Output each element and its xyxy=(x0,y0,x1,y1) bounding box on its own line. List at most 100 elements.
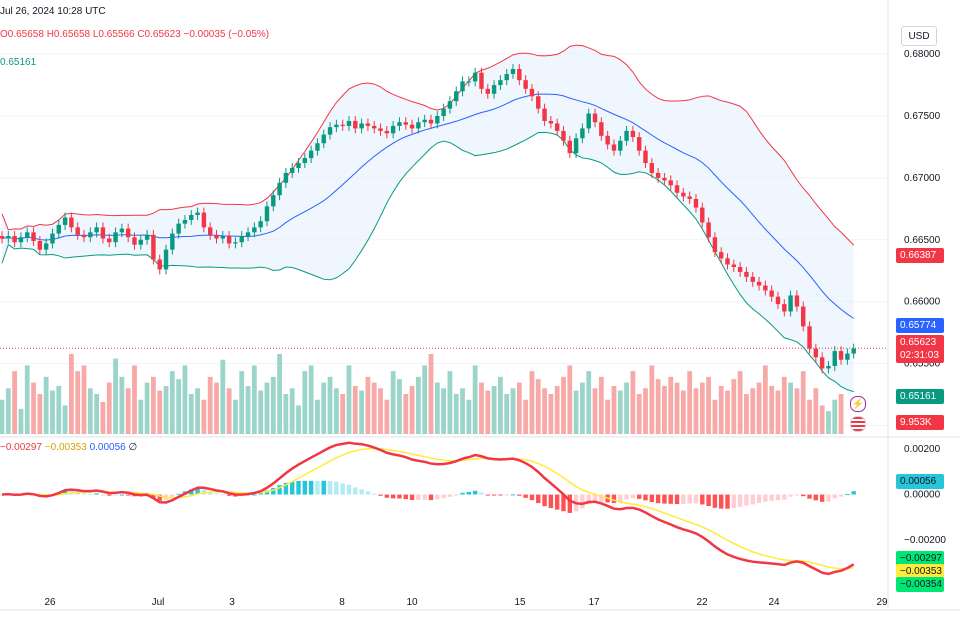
candle-body xyxy=(327,127,333,135)
volume-bar xyxy=(788,382,794,434)
volume-bar xyxy=(87,388,93,434)
volume-bars xyxy=(0,354,844,434)
candle-body xyxy=(315,143,320,151)
macd-hist-bar xyxy=(807,494,812,499)
date-tick-label: Jul xyxy=(152,597,165,608)
candle-body xyxy=(308,150,314,159)
macd-hist-bar xyxy=(510,494,516,496)
candle-body xyxy=(756,281,762,286)
macd-hist-bar xyxy=(195,488,200,495)
candle-body xyxy=(782,304,787,312)
candle-body xyxy=(662,177,667,181)
volume-bar xyxy=(479,382,484,434)
volume-bar xyxy=(239,371,245,434)
volume-bar xyxy=(611,386,617,434)
candle-body xyxy=(763,285,768,291)
volume-bar xyxy=(245,386,251,434)
volume-bar xyxy=(43,376,49,434)
volume-bar xyxy=(706,376,711,434)
macd-hist-bar xyxy=(289,481,295,495)
candle-body xyxy=(529,88,535,97)
volume-bar xyxy=(800,371,806,434)
volume-bar xyxy=(699,382,705,434)
candle-body xyxy=(435,116,440,124)
candle-body xyxy=(523,80,528,89)
volume-bar xyxy=(384,399,390,434)
macd-hist-bar xyxy=(94,493,99,495)
candle-body xyxy=(630,130,636,138)
candlesticks xyxy=(0,64,888,374)
volume-bar xyxy=(598,376,604,434)
macd-hist-bar xyxy=(409,494,415,501)
candle-body xyxy=(504,73,509,81)
macd-hist-bar xyxy=(485,494,490,496)
macd-hist-bar xyxy=(687,494,692,504)
macd-hist-bar xyxy=(384,494,390,498)
macd-hist-bar xyxy=(649,494,655,503)
candle-body xyxy=(643,150,648,164)
macd-hist-bar xyxy=(107,494,112,496)
candle-body xyxy=(189,215,194,220)
alert-icon[interactable]: ⚡ xyxy=(850,396,866,412)
tag-bb-upper: 0.66387 xyxy=(896,248,944,263)
volume-bar xyxy=(296,405,301,434)
volume-bar xyxy=(497,376,503,434)
currency-button[interactable]: USD xyxy=(901,26,937,46)
macd-hist-bar xyxy=(504,494,509,496)
volume-bar xyxy=(94,394,100,434)
volume-bar xyxy=(277,354,282,434)
us-flag-icon[interactable] xyxy=(850,416,866,432)
macd-hist-bar xyxy=(592,494,598,503)
volume-bar xyxy=(744,394,749,434)
price-tick-label: 0.66500 xyxy=(904,235,941,246)
candle-body xyxy=(794,295,800,307)
volume-bar xyxy=(662,386,667,434)
macd-hist-bar xyxy=(252,494,257,496)
candle-body xyxy=(220,236,226,239)
candle-body xyxy=(81,234,87,238)
volume-bar xyxy=(561,376,566,434)
candle-body xyxy=(334,124,339,128)
volume-bar xyxy=(415,376,421,434)
volume-bar xyxy=(775,390,781,434)
macd-hist-bar xyxy=(62,491,68,495)
candle-body xyxy=(277,182,282,196)
candle-body xyxy=(201,212,207,228)
date-tick-label: 26 xyxy=(44,597,56,608)
volume-bar xyxy=(485,390,491,434)
candle-body xyxy=(700,207,705,223)
macd-hist-bar xyxy=(737,494,743,507)
macd-hist-bar xyxy=(283,482,289,495)
volume-bar xyxy=(31,382,36,434)
macd-extra: ∅ xyxy=(128,442,138,453)
macd-hist-bar xyxy=(712,494,718,508)
volume-bar xyxy=(725,390,730,434)
volume-bar xyxy=(169,371,175,434)
candle-body xyxy=(132,237,137,245)
macd-hist-bar xyxy=(372,493,377,495)
candle-body xyxy=(586,113,591,129)
candle-body xyxy=(536,96,541,109)
macd-hist-bar xyxy=(365,491,371,495)
volume-bar xyxy=(523,399,529,434)
volume-bar xyxy=(302,371,308,434)
volume-bar xyxy=(264,382,270,434)
volume-bar xyxy=(226,388,232,434)
macd-hist-bar xyxy=(813,494,819,501)
macd-hist-bar xyxy=(838,494,844,497)
volume-bar xyxy=(251,365,257,434)
band-fill xyxy=(2,45,854,392)
volume-bar xyxy=(781,376,787,434)
volume-bar xyxy=(718,386,724,434)
macd-hist-bar xyxy=(258,493,263,495)
volume-bar xyxy=(643,388,648,434)
macd-hist-bar xyxy=(731,494,737,508)
volume-bar xyxy=(50,390,55,434)
volume-bar xyxy=(308,365,314,434)
bb-lower-line xyxy=(1,131,854,393)
candle-body xyxy=(151,234,156,260)
candle-body xyxy=(271,195,276,207)
macd-hist-bar xyxy=(529,494,535,501)
macd-hist-bar xyxy=(700,494,705,505)
candle-body xyxy=(788,295,793,312)
